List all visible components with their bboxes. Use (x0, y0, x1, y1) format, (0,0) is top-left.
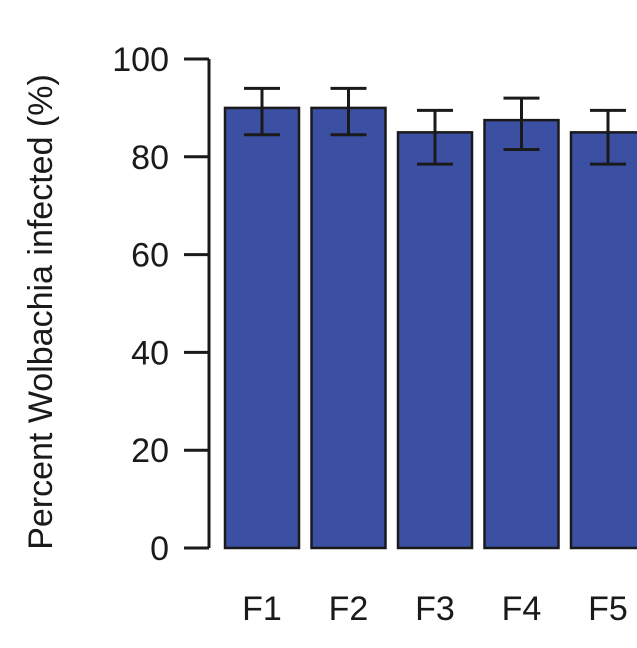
bars-group (223, 106, 637, 550)
y-tick-label: 0 (150, 530, 169, 568)
error-bars-group (244, 86, 626, 166)
y-tick-label: 100 (112, 41, 169, 79)
y-tick-label: 60 (131, 237, 169, 275)
x-tick-label: F3 (415, 590, 455, 628)
y-tick-label: 20 (131, 432, 169, 470)
x-tick-label: F1 (242, 590, 282, 628)
bar-f4 (483, 118, 560, 550)
bar-f2 (310, 106, 387, 550)
x-tick-label: F4 (502, 590, 542, 628)
x-tick-label: F5 (588, 590, 628, 628)
y-tick-label: 80 (131, 139, 169, 177)
bar-f3 (396, 131, 474, 550)
y-tick-label: 40 (131, 334, 169, 372)
x-tick-label: F2 (329, 590, 369, 628)
y-axis-title: Percent Wolbachia infected (%) (22, 74, 60, 550)
bar-f1 (223, 106, 301, 550)
bar-f5 (569, 131, 637, 550)
y-axis: 0 20 40 60 80 100 (112, 41, 211, 568)
x-tick-labels: F1 F2 F3 F4 F5 (242, 590, 628, 628)
